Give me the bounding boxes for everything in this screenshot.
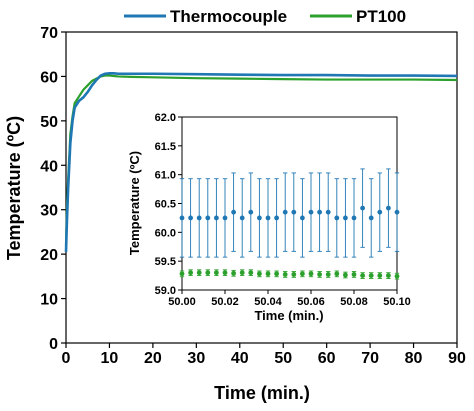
inset-point-pt100: [377, 273, 383, 278]
x-tick-label-30: 30: [187, 350, 205, 367]
inset-y-tick-label-60-0: 60.0: [155, 227, 176, 239]
inset-x-tick-label-50-10: 50.10: [383, 296, 411, 308]
inset-point-thermocouple: [239, 215, 245, 221]
inset-y-tick-label-61-0: 61.0: [155, 170, 176, 182]
inset-point-pt100: [394, 273, 400, 279]
x-tick-label-60: 60: [318, 350, 336, 367]
y-tick-label-40: 40: [40, 158, 58, 175]
inset-point-pt100: [248, 270, 254, 276]
inset-point-pt100: [300, 271, 305, 277]
inset-y-tick-label-61-5: 61.5: [155, 141, 176, 153]
x-tick-label-0: 0: [62, 350, 71, 367]
inset-x-tick-label-50-04: 50.04: [254, 296, 282, 308]
inset-point-pt100: [188, 270, 194, 276]
main-plot-area: 0 10 20 30 40 50 60 70 80 90 0 10 20 30 40 50 60 70: [40, 25, 466, 367]
x-tick-label-70: 70: [361, 350, 379, 367]
y-tick-label-0: 0: [49, 336, 58, 353]
inset-point-pt100: [214, 270, 219, 276]
inset-y-tick-label-59-0: 59.0: [155, 285, 176, 297]
inset-x-tick-label-50-02: 50.02: [211, 296, 239, 308]
inset-point-pt100: [308, 271, 314, 277]
inset-x-tick-label-50-08: 50.08: [340, 296, 368, 308]
y-tick-label-10: 10: [40, 292, 58, 309]
inset-point-thermocouple: [351, 215, 357, 221]
inset-point-pt100: [179, 271, 185, 277]
inset-point-thermocouple: [282, 209, 288, 215]
inset-point-thermocouple: [205, 215, 211, 221]
inset-point-thermocouple: [188, 215, 194, 221]
legend: Thermocouple PT100: [124, 7, 406, 26]
inset-point-thermocouple: [386, 205, 391, 211]
series-line-thermocouple: [64, 72, 458, 252]
inset-point-thermocouple: [300, 215, 305, 221]
inset-x-tick-label-50-06: 50.06: [297, 296, 325, 308]
inset-y-tick-label-59-5: 59.5: [155, 256, 176, 268]
inset-point-pt100: [351, 272, 357, 277]
y-tick-label-50: 50: [40, 114, 58, 131]
inset-point-pt100: [257, 271, 262, 277]
inset-point-pt100: [282, 272, 288, 277]
inset-point-pt100: [317, 272, 322, 277]
inset-x-axis-title: Time (min.): [254, 308, 323, 323]
inset-point-thermocouple: [248, 209, 254, 215]
inset-point-thermocouple: [325, 209, 331, 215]
y-axis-title: Temperature (ºC): [4, 116, 24, 260]
inset-point-thermocouple: [274, 215, 279, 221]
inset-background: [182, 117, 397, 290]
inset-point-thermocouple: [231, 209, 237, 215]
inset-point-thermocouple: [377, 209, 383, 215]
main-plot-frame: [65, 31, 458, 344]
x-tick-label-10: 10: [101, 350, 119, 367]
inset-point-pt100: [196, 270, 202, 276]
y-tick-label-70: 70: [40, 25, 58, 42]
inset-point-pt100: [265, 271, 271, 277]
inset-point-pt100: [386, 273, 391, 278]
inset-point-thermocouple: [265, 215, 271, 221]
x-tick-label-40: 40: [231, 350, 249, 367]
legend-label-pt100: PT100: [356, 7, 406, 26]
inset-y-axis-title: Temperature (ºC): [127, 151, 142, 255]
inset-point-pt100: [239, 270, 245, 276]
x-tick-label-80: 80: [405, 350, 423, 367]
y-tick-label-20: 20: [40, 247, 58, 264]
inset-point-thermocouple: [360, 205, 365, 211]
inset-point-thermocouple: [222, 215, 228, 221]
inset-point-pt100: [343, 272, 348, 278]
inset-point-thermocouple: [368, 215, 374, 221]
x-axis-title: Time (min.): [214, 383, 310, 403]
inset-plot-area: 50.00 50.02 50.04 50.06 50.08 50.10 59.0 59.5 60…: [155, 112, 411, 308]
inset-point-pt100: [205, 270, 211, 276]
inset-point-pt100: [325, 272, 331, 277]
x-tick-label-20: 20: [144, 350, 162, 367]
inset-point-thermocouple: [308, 209, 314, 215]
inset-point-pt100: [368, 273, 374, 278]
inset-point-pt100: [334, 271, 340, 277]
inset-y-tick-label-60-5: 60.5: [155, 199, 176, 211]
inset-point-thermocouple: [179, 215, 185, 221]
legend-label-thermocouple: Thermocouple: [170, 7, 287, 26]
inset-point-pt100: [222, 270, 228, 276]
inset-point-thermocouple: [343, 215, 348, 221]
inset-point-thermocouple: [214, 215, 219, 221]
inset-point-thermocouple: [196, 215, 202, 221]
y-tick-label-30: 30: [40, 203, 58, 220]
inset-point-pt100: [291, 272, 297, 277]
inset-point-thermocouple: [291, 209, 297, 215]
inset-point-pt100: [360, 273, 365, 278]
x-tick-label-90: 90: [448, 350, 466, 367]
inset-x-tick-label-50-00: 50.00: [168, 296, 196, 308]
y-tick-label-60: 60: [40, 69, 58, 86]
inset-point-thermocouple: [394, 209, 400, 215]
inset-y-tick-label-62-0: 62.0: [155, 112, 176, 124]
inset-point-pt100: [274, 271, 279, 277]
inset-point-pt100: [231, 270, 237, 276]
inset-point-thermocouple: [257, 215, 262, 221]
x-tick-label-50: 50: [274, 350, 292, 367]
inset-point-thermocouple: [334, 215, 340, 221]
inset-point-thermocouple: [317, 209, 322, 215]
